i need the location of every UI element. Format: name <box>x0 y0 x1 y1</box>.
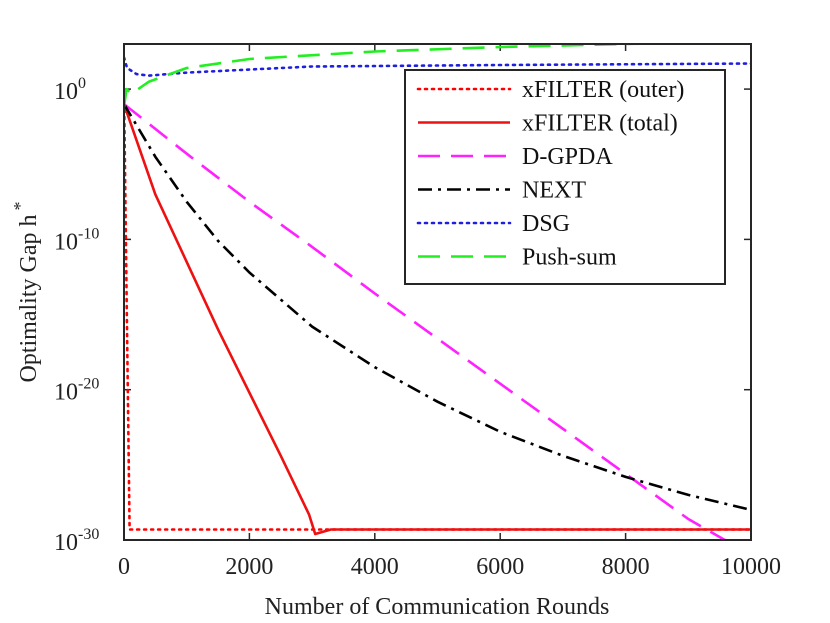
y-axis-title-superscript: * <box>10 202 30 211</box>
y-tick-label: 10-10 <box>54 225 99 255</box>
y-axis-title-group: Optimality Gap h * <box>10 202 42 383</box>
y-tick-label-exponent: -30 <box>78 526 99 543</box>
x-tick-label: 6000 <box>476 554 524 580</box>
x-tick-label: 2000 <box>225 554 273 580</box>
y-tick-label: 10-30 <box>54 526 99 556</box>
x-tick-label: 0 <box>118 554 130 580</box>
legend-label-3: NEXT <box>522 178 586 204</box>
legend-label-2: D-GPDA <box>522 144 613 170</box>
series-lines <box>124 44 751 540</box>
legend-label-4: DSG <box>522 211 570 237</box>
series-line-2 <box>124 103 728 540</box>
legend-label-1: xFILTER (total) <box>522 111 678 137</box>
y-tick-label-base: 10 <box>54 380 78 406</box>
y-tick-label-exponent: -10 <box>78 225 99 242</box>
legend-label-0: xFILTER (outer) <box>522 77 684 103</box>
x-axis-title: Number of Communication Rounds <box>265 594 610 620</box>
y-tick-label-base: 10 <box>54 530 78 556</box>
x-tick-label: 10000 <box>721 554 781 580</box>
y-tick-label: 100 <box>54 75 86 105</box>
legend-label-5: Push-sum <box>522 245 617 271</box>
series-line-4 <box>124 56 751 77</box>
y-tick-label-exponent: -20 <box>78 376 99 393</box>
x-axis-ticks: 0 2000 4000 6000 8000 10000 <box>118 44 781 580</box>
y-axis-title: Optimality Gap h * <box>10 202 42 383</box>
series-line-5 <box>124 44 678 108</box>
x-tick-label: 4000 <box>351 554 399 580</box>
legend: xFILTER (outer) xFILTER (total) D-GPDA NEXT… <box>404 69 726 285</box>
x-tick-label: 8000 <box>602 554 650 580</box>
y-tick-label-base: 10 <box>54 229 78 255</box>
series-line-1 <box>124 103 751 536</box>
plot-frame <box>123 43 752 541</box>
y-tick-label: 10-20 <box>54 376 99 406</box>
legend-box <box>404 69 726 285</box>
y-axis-title-text: Optimality Gap h <box>16 215 42 383</box>
y-tick-label-base: 10 <box>54 79 78 105</box>
y-tick-label-exponent: 0 <box>78 75 86 92</box>
series-line-3 <box>124 103 751 512</box>
